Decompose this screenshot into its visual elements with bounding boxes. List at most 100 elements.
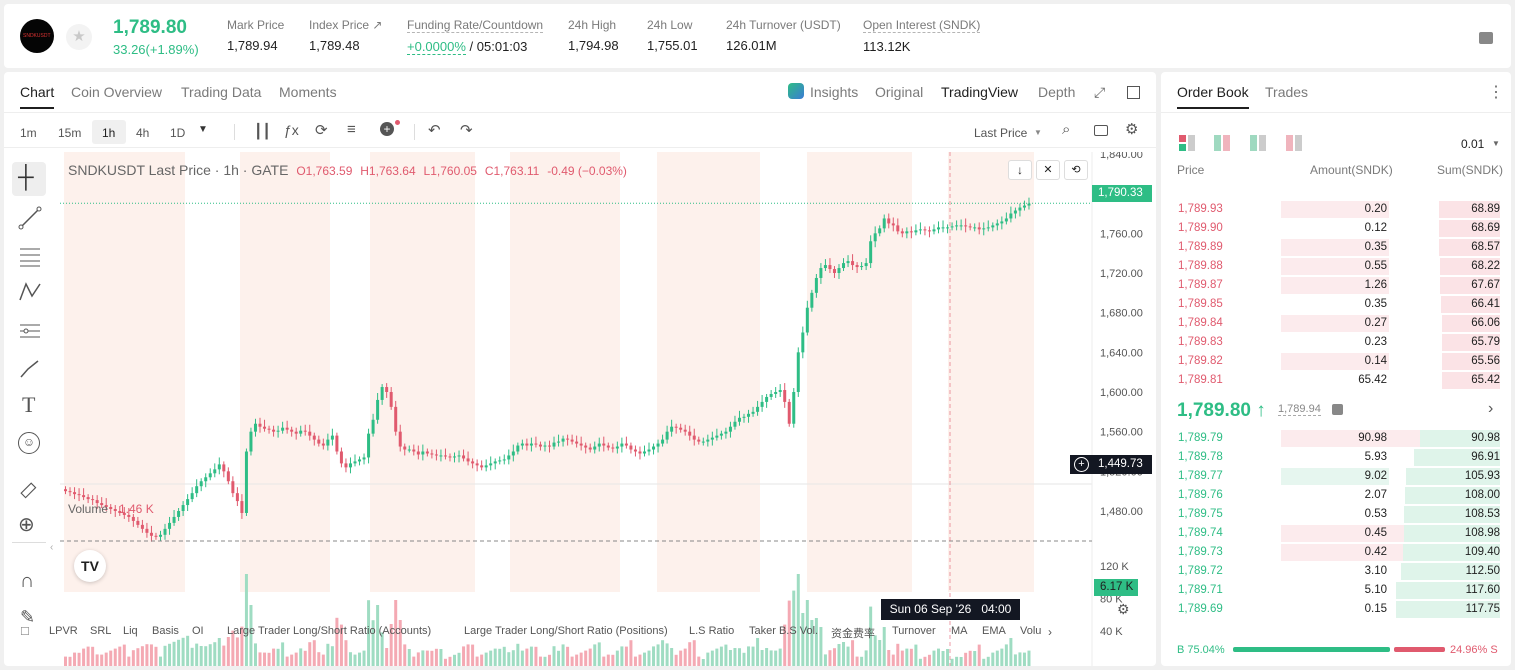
view-both-icon[interactable] bbox=[1179, 135, 1195, 151]
ask-row[interactable]: 1,789.83 0.23 65.79 bbox=[1161, 333, 1511, 352]
indicator-lpvr[interactable]: LPVR bbox=[49, 625, 78, 637]
indicator-lt-accounts[interactable]: Large Trader Long/Short Ratio (Accounts) bbox=[227, 625, 432, 637]
tab-depth[interactable]: Depth bbox=[1038, 84, 1076, 100]
indicator-lt-positions[interactable]: Large Trader Long/Short Ratio (Positions… bbox=[464, 625, 668, 637]
bid-row[interactable]: 1,789.77 9.02 105.93 bbox=[1161, 467, 1511, 486]
bid-row[interactable]: 1,789.79 90.98 90.98 bbox=[1161, 429, 1511, 448]
text-tool-icon[interactable]: T bbox=[22, 392, 36, 417]
precision-select[interactable]: 0.01 bbox=[1461, 137, 1485, 151]
view-bids-icon[interactable] bbox=[1250, 135, 1266, 151]
favorite-star-icon[interactable]: ★ bbox=[66, 24, 92, 50]
add-indicator-icon[interactable]: + bbox=[380, 122, 394, 136]
indicator-ls-ratio[interactable]: L.S Ratio bbox=[689, 625, 735, 637]
bid-row[interactable]: 1,789.72 3.10 112.50 bbox=[1161, 562, 1511, 581]
redo-icon[interactable]: ↷ bbox=[460, 122, 473, 139]
bid-row[interactable]: 1,789.71 5.10 117.60 bbox=[1161, 581, 1511, 600]
ask-row[interactable]: 1,789.81 65.42 65.42 bbox=[1161, 371, 1511, 390]
indicator-volume[interactable]: Volu bbox=[1020, 625, 1042, 637]
interval-1h[interactable]: 1h bbox=[102, 126, 116, 140]
add-alert-icon[interactable]: + bbox=[1074, 457, 1089, 472]
templates-icon[interactable]: ≡ bbox=[347, 121, 356, 138]
tab-trading-data[interactable]: Trading Data bbox=[181, 84, 262, 100]
reset-chart-icon[interactable]: ⟲ bbox=[1064, 160, 1088, 180]
ask-row[interactable]: 1,789.88 0.55 68.22 bbox=[1161, 257, 1511, 276]
indicator-oi[interactable]: OI bbox=[192, 625, 204, 637]
ask-row[interactable]: 1,789.84 0.27 66.06 bbox=[1161, 314, 1511, 333]
search-icon[interactable]: ⌕ bbox=[1062, 121, 1071, 138]
indicator-taker-vol[interactable]: Taker B.S Vol. bbox=[749, 625, 819, 637]
tab-tradingview[interactable]: TradingView bbox=[941, 84, 1019, 100]
ask-row[interactable]: 1,789.93 0.20 68.89 bbox=[1161, 200, 1511, 219]
bid-row[interactable]: 1,789.78 5.93 96.91 bbox=[1161, 448, 1511, 467]
price-source-chevron-icon[interactable]: ▼ bbox=[1034, 128, 1042, 137]
indicator-checkbox-icon[interactable]: ☐ bbox=[20, 626, 30, 638]
more-chevron-icon[interactable]: › bbox=[1488, 400, 1494, 417]
fullscreen-icon[interactable] bbox=[1127, 86, 1140, 99]
price-source-select[interactable]: Last Price bbox=[974, 126, 1028, 140]
tab-trades[interactable]: Trades bbox=[1265, 84, 1309, 100]
bid-row[interactable]: 1,789.75 0.53 108.53 bbox=[1161, 505, 1511, 524]
indicator-funding-rate[interactable]: 资金费率 bbox=[831, 628, 875, 640]
interval-1m[interactable]: 1m bbox=[20, 126, 37, 140]
indicator-basis[interactable]: Basis bbox=[152, 625, 179, 637]
indicator-ma[interactable]: MA bbox=[951, 625, 968, 637]
ruler-tool-icon[interactable]: ▭ bbox=[13, 475, 43, 505]
lock-draw-tool-icon[interactable]: ✎ bbox=[20, 607, 36, 627]
precision-chevron-icon[interactable]: ▼ bbox=[1492, 139, 1500, 148]
brush-tool-icon[interactable] bbox=[18, 357, 42, 381]
magnet-tool-icon[interactable]: ∩ bbox=[20, 570, 35, 592]
tab-coin-overview[interactable]: Coin Overview bbox=[71, 84, 163, 100]
price-chart[interactable]: 1,840.001,800.001,760.001,720.001,680.00… bbox=[60, 152, 1156, 666]
axis-settings-icon[interactable]: ⚙ bbox=[1117, 601, 1130, 617]
scroll-down-icon[interactable]: ↓ bbox=[1008, 160, 1032, 180]
indicator-ema[interactable]: EMA bbox=[982, 625, 1006, 637]
camera-icon[interactable] bbox=[1094, 125, 1108, 136]
interval-4h[interactable]: 4h bbox=[136, 126, 150, 140]
collapse-legend-icon[interactable]: ✕ bbox=[1036, 160, 1060, 180]
compare-icon[interactable]: ⟳ bbox=[315, 122, 328, 139]
indicator-liq[interactable]: Liq bbox=[123, 625, 138, 637]
candle-down bbox=[566, 438, 570, 440]
insights-icon[interactable] bbox=[788, 83, 804, 99]
view-split-icon[interactable] bbox=[1214, 135, 1230, 151]
more-options-icon[interactable]: ⋮ bbox=[1488, 84, 1504, 101]
ask-row[interactable]: 1,789.82 0.14 65.56 bbox=[1161, 352, 1511, 371]
emoji-tool-icon[interactable]: ☺ bbox=[18, 432, 40, 454]
stat-index-price[interactable]: Index Price ↗ 1,789.48 bbox=[309, 18, 383, 53]
interval-dropdown-icon[interactable]: ▼ bbox=[198, 124, 208, 135]
guide-book-icon[interactable] bbox=[1479, 32, 1493, 44]
bid-row[interactable]: 1,789.73 0.42 109.40 bbox=[1161, 543, 1511, 562]
indicators-next-icon[interactable]: › bbox=[1048, 625, 1052, 639]
candle-up bbox=[615, 446, 619, 449]
indicators-icon[interactable]: ƒx bbox=[284, 122, 299, 138]
tradingview-logo-icon[interactable]: TV bbox=[74, 550, 106, 582]
ask-row[interactable]: 1,789.89 0.35 68.57 bbox=[1161, 238, 1511, 257]
pattern-tool-icon[interactable] bbox=[18, 280, 42, 304]
ask-row[interactable]: 1,789.85 0.35 66.41 bbox=[1161, 295, 1511, 314]
bid-row[interactable]: 1,789.69 0.15 117.75 bbox=[1161, 600, 1511, 619]
ask-row[interactable]: 1,789.87 1.26 67.67 bbox=[1161, 276, 1511, 295]
tab-insights[interactable]: Insights bbox=[810, 84, 859, 100]
tab-order-book[interactable]: Order Book bbox=[1177, 84, 1249, 109]
interval-15m[interactable]: 15m bbox=[58, 126, 82, 140]
settings-gear-icon[interactable]: ⚙ bbox=[1125, 121, 1139, 138]
zoom-in-tool-icon[interactable]: ⊕ bbox=[18, 514, 35, 536]
prediction-tool-icon[interactable] bbox=[18, 319, 42, 343]
tab-original[interactable]: Original bbox=[875, 84, 924, 100]
candle-type-icon[interactable]: ┃┃ bbox=[254, 123, 271, 139]
indicator-turnover[interactable]: Turnover bbox=[892, 625, 936, 637]
indicator-srl[interactable]: SRL bbox=[90, 625, 112, 637]
expand-icon[interactable]: ⤢ bbox=[1094, 84, 1106, 100]
ask-row[interactable]: 1,789.90 0.12 68.69 bbox=[1161, 219, 1511, 238]
bid-row[interactable]: 1,789.74 0.45 108.98 bbox=[1161, 524, 1511, 543]
bid-row[interactable]: 1,789.76 2.07 108.00 bbox=[1161, 486, 1511, 505]
tab-chart[interactable]: Chart bbox=[20, 84, 55, 109]
tab-moments[interactable]: Moments bbox=[279, 84, 337, 100]
crosshair-tool-icon[interactable]: ┼ bbox=[18, 164, 34, 189]
collapse-toolbar-icon[interactable]: ‹ bbox=[50, 542, 54, 553]
undo-icon[interactable]: ↶ bbox=[428, 122, 441, 139]
fib-tool-icon[interactable] bbox=[18, 244, 42, 268]
trendline-tool-icon[interactable] bbox=[18, 206, 42, 230]
interval-1d[interactable]: 1D bbox=[170, 126, 186, 140]
view-asks-icon[interactable] bbox=[1286, 135, 1302, 151]
